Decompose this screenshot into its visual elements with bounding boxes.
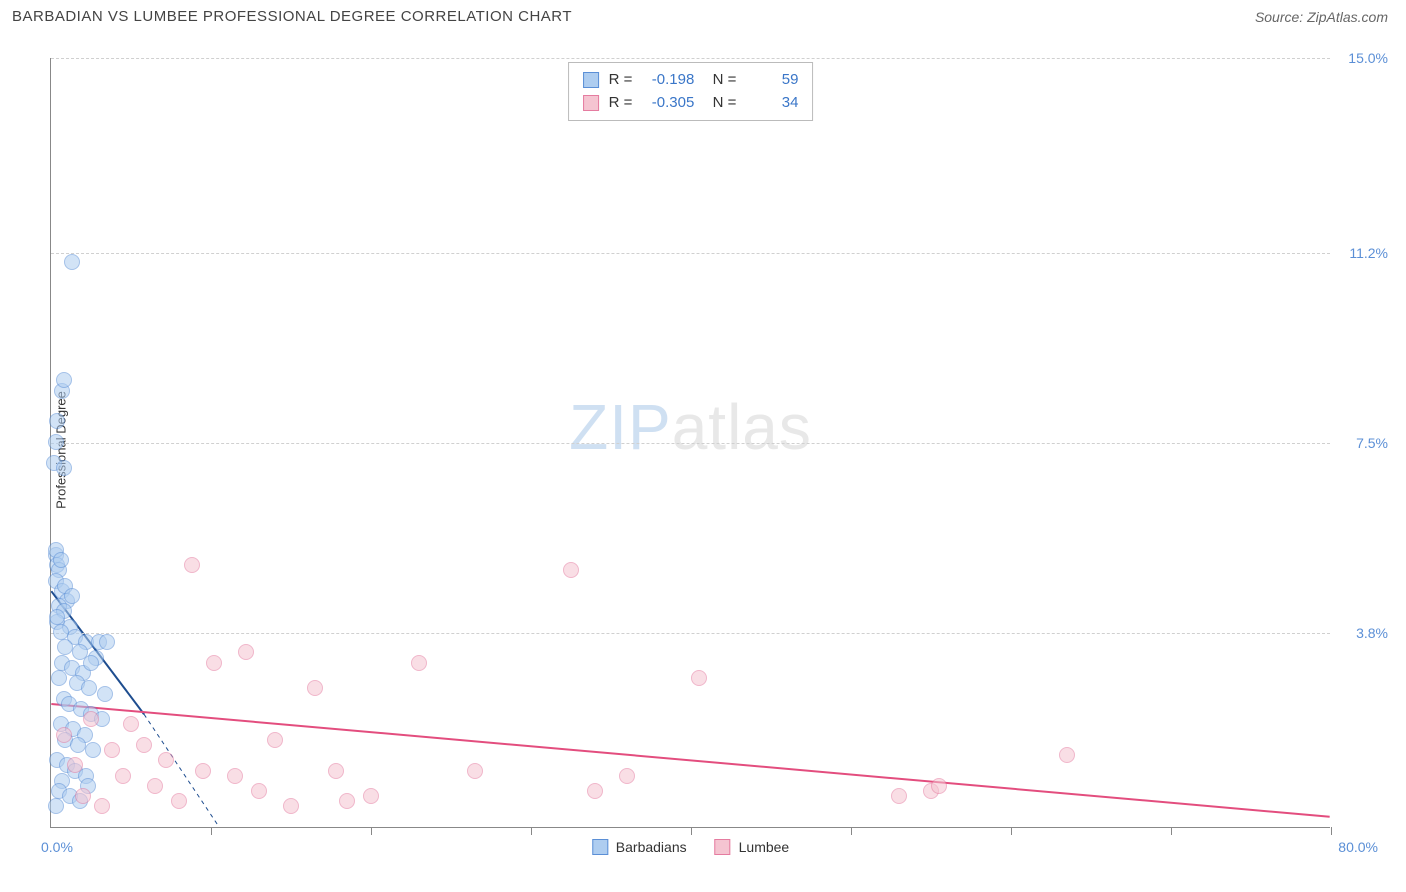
data-point	[123, 716, 139, 732]
data-point	[99, 634, 115, 650]
data-point	[267, 732, 283, 748]
x-tick	[211, 827, 212, 835]
data-point	[691, 670, 707, 686]
data-point	[136, 737, 152, 753]
chart-title: BARBADIAN VS LUMBEE PROFESSIONAL DEGREE …	[12, 8, 572, 25]
gridline	[51, 253, 1330, 254]
stats-row: R = -0.198 N = 59	[583, 69, 799, 92]
gridline	[51, 58, 1330, 59]
data-point	[206, 655, 222, 671]
data-point	[97, 686, 113, 702]
data-point	[64, 254, 80, 270]
data-point	[49, 413, 65, 429]
swatch-icon	[583, 72, 599, 88]
n-value: 34	[746, 92, 798, 115]
y-tick-label: 3.8%	[1356, 625, 1388, 641]
x-axis-min-label: 0.0%	[41, 839, 73, 855]
swatch-icon	[715, 839, 731, 855]
n-value: 59	[746, 69, 798, 92]
data-point	[587, 783, 603, 799]
r-value: -0.198	[642, 69, 694, 92]
legend: Barbadians Lumbee	[592, 839, 789, 855]
data-point	[94, 798, 110, 814]
x-tick	[851, 827, 852, 835]
x-tick	[1331, 827, 1332, 835]
data-point	[467, 763, 483, 779]
data-point	[51, 670, 67, 686]
x-tick	[691, 827, 692, 835]
source-label: Source: ZipAtlas.com	[1255, 9, 1388, 25]
gridline	[51, 633, 1330, 634]
data-point	[411, 655, 427, 671]
data-point	[891, 788, 907, 804]
data-point	[49, 609, 65, 625]
data-point	[931, 778, 947, 794]
data-point	[56, 372, 72, 388]
plot-area: ZIPatlas R = -0.198 N = 59 R = -0.305 N …	[50, 58, 1330, 828]
stats-legend-box: R = -0.198 N = 59 R = -0.305 N = 34	[568, 62, 814, 121]
y-tick-label: 11.2%	[1349, 245, 1388, 261]
data-point	[171, 793, 187, 809]
data-point	[85, 742, 101, 758]
x-tick	[1011, 827, 1012, 835]
x-tick	[1171, 827, 1172, 835]
data-point	[1059, 747, 1075, 763]
r-value: -0.305	[642, 92, 694, 115]
data-point	[53, 552, 69, 568]
data-point	[339, 793, 355, 809]
data-point	[184, 557, 200, 573]
y-tick-label: 15.0%	[1348, 50, 1388, 66]
data-point	[251, 783, 267, 799]
data-point	[67, 757, 83, 773]
watermark: ZIPatlas	[569, 390, 812, 464]
data-point	[48, 434, 64, 450]
x-tick	[371, 827, 372, 835]
data-point	[104, 742, 120, 758]
data-point	[81, 680, 97, 696]
gridline	[51, 443, 1330, 444]
legend-label: Barbadians	[616, 839, 687, 855]
data-point	[363, 788, 379, 804]
data-point	[56, 727, 72, 743]
data-point	[75, 788, 91, 804]
data-point	[158, 752, 174, 768]
data-point	[238, 644, 254, 660]
data-point	[227, 768, 243, 784]
data-point	[307, 680, 323, 696]
x-axis-max-label: 80.0%	[1338, 839, 1378, 855]
data-point	[83, 711, 99, 727]
data-point	[563, 562, 579, 578]
data-point	[64, 588, 80, 604]
chart-container: Professional Degree ZIPatlas R = -0.198 …	[12, 40, 1394, 860]
legend-item: Barbadians	[592, 839, 687, 855]
stats-row: R = -0.305 N = 34	[583, 92, 799, 115]
data-point	[83, 655, 99, 671]
data-point	[56, 460, 72, 476]
y-tick-label: 7.5%	[1356, 435, 1388, 451]
data-point	[328, 763, 344, 779]
data-point	[195, 763, 211, 779]
legend-item: Lumbee	[715, 839, 790, 855]
data-point	[115, 768, 131, 784]
data-point	[48, 798, 64, 814]
data-point	[619, 768, 635, 784]
swatch-icon	[583, 95, 599, 111]
swatch-icon	[592, 839, 608, 855]
data-point	[283, 798, 299, 814]
data-point	[147, 778, 163, 794]
legend-label: Lumbee	[739, 839, 790, 855]
x-tick	[531, 827, 532, 835]
